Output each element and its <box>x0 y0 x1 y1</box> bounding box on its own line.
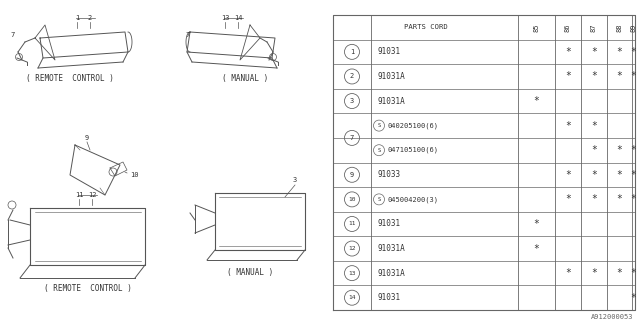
Text: *: * <box>630 268 636 278</box>
Text: *: * <box>534 219 540 229</box>
Text: *: * <box>591 268 597 278</box>
Text: *: * <box>616 194 623 204</box>
Text: 88: 88 <box>616 23 623 32</box>
Text: S: S <box>378 148 381 153</box>
Text: 10: 10 <box>130 172 138 178</box>
Text: 91031A: 91031A <box>377 268 404 278</box>
Text: ( REMOTE  CONTROL ): ( REMOTE CONTROL ) <box>26 74 114 83</box>
Text: *: * <box>630 170 636 180</box>
Text: 045004200(3): 045004200(3) <box>388 196 439 203</box>
Text: A912000053: A912000053 <box>591 314 633 320</box>
Text: *: * <box>565 121 571 131</box>
Text: *: * <box>565 71 571 82</box>
Text: 13: 13 <box>348 271 356 276</box>
Text: *: * <box>616 71 623 82</box>
Text: 14: 14 <box>348 295 356 300</box>
Text: 91031: 91031 <box>377 47 400 56</box>
Text: ( MANUAL ): ( MANUAL ) <box>222 74 268 83</box>
Text: *: * <box>591 121 597 131</box>
Text: PARTS CORD: PARTS CORD <box>404 24 447 30</box>
Text: *: * <box>616 170 623 180</box>
Text: 86: 86 <box>565 23 571 32</box>
Text: *: * <box>630 145 636 155</box>
Text: 1: 1 <box>350 49 354 55</box>
Text: *: * <box>591 170 597 180</box>
Text: 12: 12 <box>348 246 356 251</box>
Text: *: * <box>565 194 571 204</box>
Text: *: * <box>591 145 597 155</box>
Text: 047105100(6): 047105100(6) <box>388 147 439 154</box>
Text: 12: 12 <box>88 192 96 198</box>
Text: 85: 85 <box>534 23 540 32</box>
Text: *: * <box>630 293 636 303</box>
Text: ( REMOTE  CONTROL ): ( REMOTE CONTROL ) <box>44 284 132 292</box>
Text: S: S <box>378 197 381 202</box>
Text: 13: 13 <box>221 15 229 21</box>
Text: 87: 87 <box>591 23 597 32</box>
Text: *: * <box>534 96 540 106</box>
Text: *: * <box>565 47 571 57</box>
Text: *: * <box>630 47 636 57</box>
Text: *: * <box>565 268 571 278</box>
Text: 9: 9 <box>85 135 89 141</box>
Text: *: * <box>591 47 597 57</box>
Text: *: * <box>630 71 636 82</box>
Text: 040205100(6): 040205100(6) <box>388 122 439 129</box>
Text: *: * <box>616 268 623 278</box>
Text: *: * <box>591 194 597 204</box>
Text: *: * <box>616 47 623 57</box>
Text: 1: 1 <box>75 15 79 21</box>
Text: 91031: 91031 <box>377 293 400 302</box>
Text: 3: 3 <box>350 98 354 104</box>
Text: 91033: 91033 <box>377 170 400 179</box>
Text: 91031: 91031 <box>377 220 400 228</box>
Text: 10: 10 <box>348 197 356 202</box>
Text: 7: 7 <box>11 32 15 38</box>
Text: 11: 11 <box>75 192 83 198</box>
Text: 9: 9 <box>350 172 354 178</box>
Text: 2: 2 <box>88 15 92 21</box>
Text: 91031A: 91031A <box>377 97 404 106</box>
Text: S: S <box>378 123 381 128</box>
Text: 11: 11 <box>348 221 356 227</box>
Text: *: * <box>565 170 571 180</box>
Text: *: * <box>534 244 540 253</box>
Text: 14: 14 <box>234 15 243 21</box>
Text: *: * <box>630 194 636 204</box>
Text: 7: 7 <box>186 32 190 38</box>
Text: 7: 7 <box>350 135 354 141</box>
Text: 2: 2 <box>350 74 354 79</box>
Text: 91031A: 91031A <box>377 72 404 81</box>
Text: 91031A: 91031A <box>377 244 404 253</box>
Text: ( MANUAL ): ( MANUAL ) <box>227 268 273 277</box>
Text: 3: 3 <box>293 177 297 183</box>
Text: *: * <box>591 71 597 82</box>
Text: *: * <box>616 145 623 155</box>
Text: 89: 89 <box>630 23 637 32</box>
